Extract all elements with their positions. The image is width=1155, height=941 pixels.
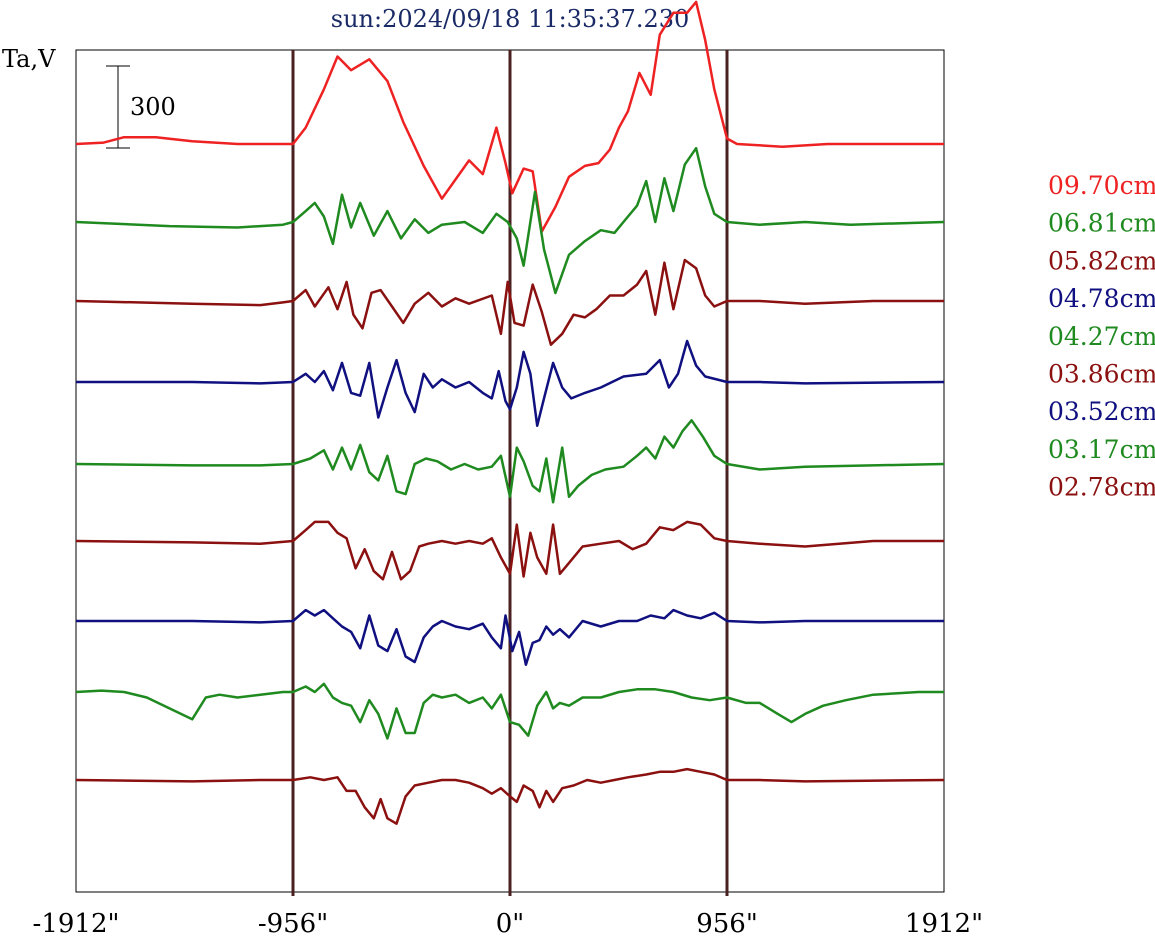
scale-bar-label: 300 xyxy=(130,93,176,121)
trace-02-78cm xyxy=(75,767,945,825)
trace-03-17cm xyxy=(75,682,944,740)
trace-04-27cm xyxy=(75,419,945,504)
x-tick-label: 0" xyxy=(496,909,525,939)
trace-05-82cm xyxy=(75,258,944,346)
y-axis-label: Ta,V xyxy=(2,45,56,73)
vertical-reference-lines xyxy=(291,50,729,896)
x-tick-label: -1912" xyxy=(33,909,120,939)
scale-bar: 300 xyxy=(106,65,176,149)
x-tick-label: 1912" xyxy=(905,909,983,939)
trace-09-70cm xyxy=(75,0,944,233)
x-tick-labels: -1912" -956" 0" 956" 1912" xyxy=(33,909,984,939)
trace-06-81cm xyxy=(75,146,945,295)
legend-entry-05-82cm: 05.82cm xyxy=(1048,246,1155,275)
trace-03-86cm xyxy=(75,520,944,581)
legend-entry-09-70cm: 09.70cm xyxy=(1048,171,1155,200)
x-tick-label: 956" xyxy=(696,909,758,939)
legend: 09.70cm 06.81cm 05.82cm 04.78cm 04.27cm 03.86… xyxy=(1048,171,1155,502)
legend-entry-02-78cm: 02.78cm xyxy=(1048,473,1155,502)
legend-entry-03-17cm: 03.17cm xyxy=(1048,435,1155,464)
legend-entry-03-52cm: 03.52cm xyxy=(1048,397,1155,426)
trace-04-78cm xyxy=(76,339,945,427)
legend-entry-04-27cm: 04.27cm xyxy=(1048,322,1155,351)
chart-title: sun:2024/09/18 11:35:37.230 xyxy=(331,5,690,33)
x-tick-label: -956" xyxy=(258,909,328,939)
series-traces xyxy=(75,0,945,825)
legend-entry-06-81cm: 06.81cm xyxy=(1048,209,1155,238)
trace-03-52cm xyxy=(76,608,944,666)
legend-entry-04-78cm: 04.78cm xyxy=(1048,284,1155,313)
legend-entry-03-86cm: 03.86cm xyxy=(1048,360,1155,389)
